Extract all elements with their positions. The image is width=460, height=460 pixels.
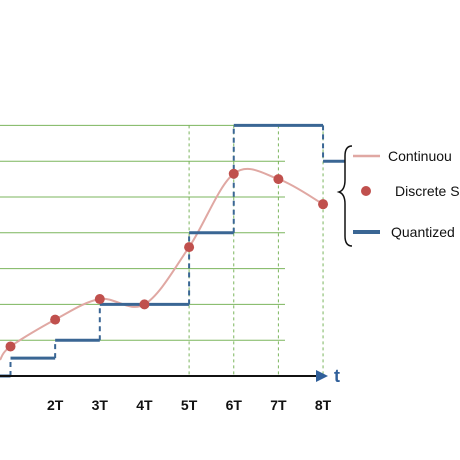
sample-point — [94, 294, 105, 305]
tick-label: 3T — [92, 397, 109, 413]
legend-continuous-label: Continuou — [388, 148, 452, 164]
sample-point — [318, 199, 329, 210]
tick-label: 4T — [136, 397, 153, 413]
tick-label: 2T — [47, 397, 64, 413]
quantized-signal-layer — [0, 123, 346, 378]
sample-point — [5, 341, 16, 352]
tick-label: 6T — [226, 397, 243, 413]
legend-item-discrete: Discrete S — [361, 183, 460, 199]
sample-point — [184, 242, 195, 253]
sample-point — [228, 168, 239, 179]
legend-discrete-swatch — [361, 186, 371, 196]
tick-label: 7T — [270, 397, 287, 413]
continuous-signal-curve — [0, 168, 324, 361]
legend-item-continuous: Continuou — [353, 148, 452, 164]
sample-guides-layer — [188, 125, 324, 376]
sample-point — [50, 314, 61, 325]
tick-label: 8T — [315, 397, 332, 413]
legend-quantized-label: Quantized — [391, 224, 455, 240]
grid-layer — [0, 124, 285, 341]
time-axis-label: t — [334, 366, 340, 386]
sample-point — [273, 174, 284, 185]
time-axis-arrowhead — [316, 370, 328, 382]
legend-brace — [336, 145, 353, 247]
legend-discrete-label: Discrete S — [395, 183, 460, 199]
tick-label: 5T — [181, 397, 198, 413]
tick-labels: 2T 3T 4T 5T 6T 7T 8T — [47, 397, 332, 413]
discrete-samples-layer — [5, 168, 329, 352]
sample-point — [139, 299, 150, 310]
legend-item-quantized: Quantized — [353, 224, 455, 240]
